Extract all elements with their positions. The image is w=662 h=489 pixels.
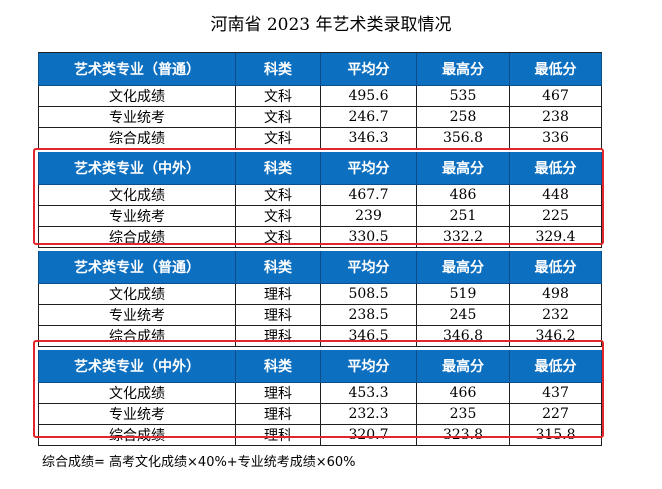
row-average: 232.3 — [321, 404, 417, 425]
row-category: 理科 — [236, 383, 321, 404]
row-min: 238 — [510, 107, 602, 128]
row-average: 246.7 — [321, 107, 417, 128]
formula-footnote: 综合成绩= 高考文化成绩×40%+专业统考成绩×60% — [42, 455, 356, 470]
row-average: 467.7 — [321, 185, 417, 206]
row-max: 466 — [417, 383, 510, 404]
column-header-category: 科类 — [236, 350, 321, 383]
row-category: 理科 — [236, 404, 321, 425]
row-max: 251 — [417, 206, 510, 227]
section-header-label: 艺术类专业（中外） — [38, 350, 236, 383]
column-header-max: 最高分 — [417, 350, 510, 383]
row-min: 437 — [510, 383, 602, 404]
row-min: 232 — [510, 305, 602, 326]
row-min: 225 — [510, 206, 602, 227]
row-max: 535 — [417, 86, 510, 107]
section-header-label: 艺术类专业（普通） — [38, 53, 236, 86]
row-max: 323.8 — [417, 425, 510, 446]
section-header-row: 艺术类专业（普通） 科类 平均分 最高分 最低分 — [38, 251, 602, 284]
row-min: 329.4 — [510, 227, 602, 248]
row-average: 239 — [321, 206, 417, 227]
row-min: 336 — [510, 128, 602, 149]
column-header-min: 最低分 — [510, 152, 602, 185]
row-category: 理科 — [236, 326, 321, 347]
row-min: 498 — [510, 284, 602, 305]
row-max: 258 — [417, 107, 510, 128]
row-average: 495.6 — [321, 86, 417, 107]
row-average: 330.5 — [321, 227, 417, 248]
column-header-min: 最低分 — [510, 53, 602, 86]
row-average: 238.5 — [321, 305, 417, 326]
row-average: 320.7 — [321, 425, 417, 446]
row-average: 346.5 — [321, 326, 417, 347]
row-category: 理科 — [236, 284, 321, 305]
section-header-row: 艺术类专业（普通） 科类 平均分 最高分 最低分 — [38, 52, 602, 86]
section-header-label: 艺术类专业（普通） — [38, 251, 236, 284]
row-max: 346.8 — [417, 326, 510, 347]
table-row: 专业统考 理科 232.3 235 227 — [38, 404, 602, 425]
column-header-max: 最高分 — [417, 152, 510, 185]
column-header-category: 科类 — [236, 152, 321, 185]
table-row: 文化成绩 文科 495.6 535 467 — [38, 86, 602, 107]
column-header-max: 最高分 — [417, 53, 510, 86]
column-header-average: 平均分 — [321, 251, 417, 284]
row-max: 356.8 — [417, 128, 510, 149]
row-min: 315.8 — [510, 425, 602, 446]
table-row: 专业统考 文科 246.7 258 238 — [38, 107, 602, 128]
table-row: 文化成绩 理科 453.3 466 437 — [38, 383, 602, 404]
row-item: 文化成绩 — [38, 383, 236, 404]
row-category: 文科 — [236, 227, 321, 248]
row-max: 332.2 — [417, 227, 510, 248]
row-item: 综合成绩 — [38, 326, 236, 347]
table-row: 文化成绩 理科 508.5 519 498 — [38, 284, 602, 305]
table-row: 综合成绩 理科 320.7 323.8 315.8 — [38, 425, 602, 446]
row-min: 448 — [510, 185, 602, 206]
table-row: 专业统考 文科 239 251 225 — [38, 206, 602, 227]
column-header-category: 科类 — [236, 53, 321, 86]
table-row: 综合成绩 文科 346.3 356.8 336 — [38, 128, 602, 149]
column-header-average: 平均分 — [321, 152, 417, 185]
row-item: 专业统考 — [38, 107, 236, 128]
row-item: 文化成绩 — [38, 185, 236, 206]
row-max: 486 — [417, 185, 510, 206]
row-item: 综合成绩 — [38, 425, 236, 446]
page-title: 河南省 2023 年艺术类录取情况 — [210, 15, 452, 35]
column-header-category: 科类 — [236, 251, 321, 284]
column-header-min: 最低分 — [510, 350, 602, 383]
row-item: 专业统考 — [38, 206, 236, 227]
row-category: 文科 — [236, 206, 321, 227]
row-category: 文科 — [236, 185, 321, 206]
row-item: 专业统考 — [38, 305, 236, 326]
section-header-row: 艺术类专业（中外） 科类 平均分 最高分 最低分 — [38, 350, 602, 383]
table-row: 专业统考 理科 238.5 245 232 — [38, 305, 602, 326]
row-category: 理科 — [236, 425, 321, 446]
table-row: 文化成绩 文科 467.7 486 448 — [38, 185, 602, 206]
table-row: 综合成绩 理科 346.5 346.8 346.2 — [38, 326, 602, 347]
row-average: 453.3 — [321, 383, 417, 404]
row-min: 467 — [510, 86, 602, 107]
row-min: 227 — [510, 404, 602, 425]
column-header-average: 平均分 — [321, 350, 417, 383]
row-item: 综合成绩 — [38, 227, 236, 248]
row-max: 245 — [417, 305, 510, 326]
row-max: 519 — [417, 284, 510, 305]
row-category: 理科 — [236, 305, 321, 326]
row-category: 文科 — [236, 128, 321, 149]
section-header-label: 艺术类专业（中外） — [38, 152, 236, 185]
row-category: 文科 — [236, 86, 321, 107]
row-item: 综合成绩 — [38, 128, 236, 149]
admission-table: 艺术类专业（普通） 科类 平均分 最高分 最低分 文化成绩 文科 495.6 5… — [38, 52, 602, 446]
row-item: 专业统考 — [38, 404, 236, 425]
row-item: 文化成绩 — [38, 284, 236, 305]
row-average: 508.5 — [321, 284, 417, 305]
row-average: 346.3 — [321, 128, 417, 149]
table-row: 综合成绩 文科 330.5 332.2 329.4 — [38, 227, 602, 248]
row-category: 文科 — [236, 107, 321, 128]
row-min: 346.2 — [510, 326, 602, 347]
column-header-min: 最低分 — [510, 251, 602, 284]
section-header-row: 艺术类专业（中外） 科类 平均分 最高分 最低分 — [38, 152, 602, 185]
column-header-average: 平均分 — [321, 53, 417, 86]
column-header-max: 最高分 — [417, 251, 510, 284]
row-item: 文化成绩 — [38, 86, 236, 107]
row-max: 235 — [417, 404, 510, 425]
